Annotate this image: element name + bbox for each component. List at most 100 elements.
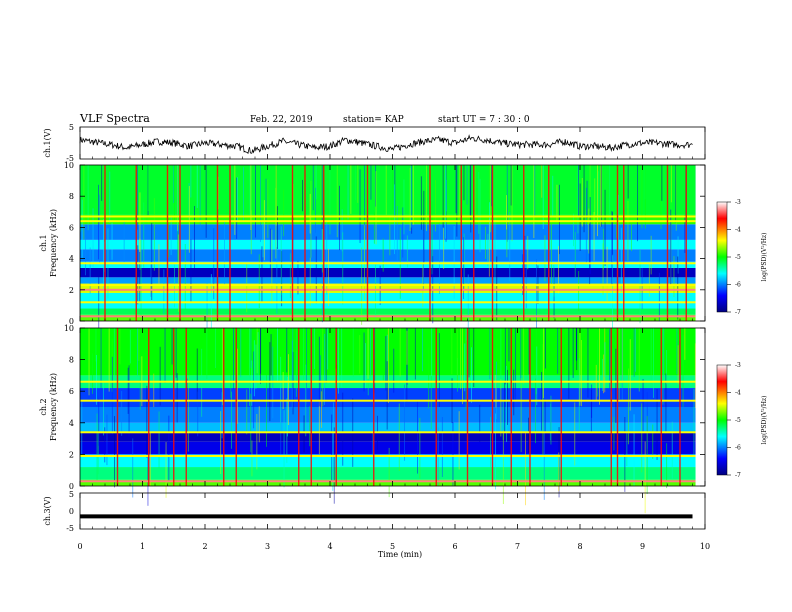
spec-streak [328, 248, 329, 306]
ytick-label: 6 [69, 387, 74, 396]
spec-streak [593, 212, 595, 261]
spec-streak [277, 206, 278, 249]
spec-streak [587, 328, 589, 398]
spec-streak [600, 165, 602, 227]
spec-streak [458, 411, 460, 470]
spec-sferic [529, 328, 531, 486]
spec-streak [95, 328, 97, 362]
spec-sferic [179, 165, 181, 321]
spec-streak [158, 244, 160, 286]
spec-sferic [235, 328, 237, 486]
spec-streak [256, 414, 258, 470]
spec-streak [375, 165, 376, 207]
spec-streak [92, 208, 94, 268]
spec-streak [194, 206, 195, 274]
spec-streak [670, 209, 672, 286]
spec-streak [114, 416, 115, 488]
spec-streak [111, 222, 113, 260]
spec-streak [515, 328, 516, 400]
spec-streak [201, 348, 203, 417]
spec-streak [631, 216, 632, 252]
spec-streak [439, 223, 440, 294]
spec-streak [292, 328, 294, 383]
spec-streak [163, 269, 165, 314]
spec-streak [524, 235, 526, 274]
spec-sferic [148, 328, 150, 486]
spec-streak [233, 328, 234, 390]
spec-streak [675, 165, 677, 223]
spec-streak [257, 332, 259, 384]
spec-streak [609, 165, 611, 220]
spec-streak [671, 421, 673, 479]
spec-streak [175, 328, 177, 378]
spec-streak [490, 416, 491, 476]
spec-streak [246, 389, 248, 435]
spec-streak [473, 328, 475, 388]
spec-sferic [548, 165, 550, 321]
spec-streak [506, 220, 508, 258]
spec-streak [406, 330, 408, 365]
spec-streak [661, 165, 663, 201]
ch2-freq-label: Frequency (kHz) [49, 373, 58, 441]
spec-streak [159, 346, 161, 406]
spec-streak [324, 333, 325, 405]
spec-streak [496, 361, 497, 420]
ch1-ytick-bottom: -5 [66, 154, 74, 163]
colorbar-tick-label: -4 [735, 390, 741, 397]
spec-streak [542, 379, 544, 455]
spec-streak [589, 223, 591, 285]
ytick-label: 10 [64, 161, 74, 170]
spec-streak [568, 328, 570, 399]
ch1-yticks: 0 2 4 6 8 10 [64, 161, 705, 326]
spec-streak [488, 165, 490, 200]
spec-streak [536, 346, 538, 406]
spec-streak [158, 411, 160, 469]
spec-streak [578, 358, 580, 432]
station-label: station= KAP [343, 115, 404, 125]
spec-streak [558, 246, 559, 294]
spec-streak [663, 328, 665, 377]
spec-streak [173, 165, 175, 203]
spec-streak [581, 340, 582, 407]
spec-streak [650, 328, 652, 385]
spec-streak [459, 165, 460, 216]
spec-streak [430, 376, 432, 430]
spec-streak [536, 259, 537, 330]
spec-streak [489, 328, 491, 380]
spec-streak [393, 348, 395, 393]
spec-no-data [695, 328, 705, 486]
spec-streak [463, 237, 464, 299]
colorbar-ch1-gradient [716, 201, 728, 313]
spec-streak [333, 402, 334, 473]
xtick-label: 6 [452, 542, 457, 551]
spec-tone-line [80, 431, 696, 434]
spec-streak [606, 246, 608, 302]
spec-streak [463, 165, 465, 201]
spec-tone-line [80, 301, 696, 304]
spec-streak [255, 344, 257, 389]
spec-streak [178, 234, 179, 312]
spec-streak [188, 186, 190, 253]
spec-streak [478, 171, 480, 234]
time-axis: 0 1 2 3 4 5 6 7 8 9 10 [77, 127, 710, 551]
time-axis-label: Time (min) [378, 550, 422, 559]
spec-streak [88, 328, 90, 396]
xtick-label: 5 [390, 542, 395, 551]
spec-streak [260, 328, 261, 384]
spec-streak [103, 382, 104, 436]
xtick-label: 8 [577, 542, 582, 551]
spec-band [80, 283, 696, 293]
spec-streak [106, 414, 108, 466]
spec-streak [684, 328, 686, 360]
spec-streak [588, 208, 590, 254]
spec-streak [644, 441, 646, 514]
spec-streak [153, 373, 155, 407]
spec-streak [176, 373, 178, 423]
spec-streak [306, 328, 307, 405]
spec-band [80, 261, 696, 268]
spec-streak [410, 165, 412, 228]
spec-tone-line [80, 288, 696, 291]
colorbar-ch2-ticks: -3 -4 -5 -6 -7 [727, 362, 741, 479]
spec-streak [528, 328, 530, 375]
